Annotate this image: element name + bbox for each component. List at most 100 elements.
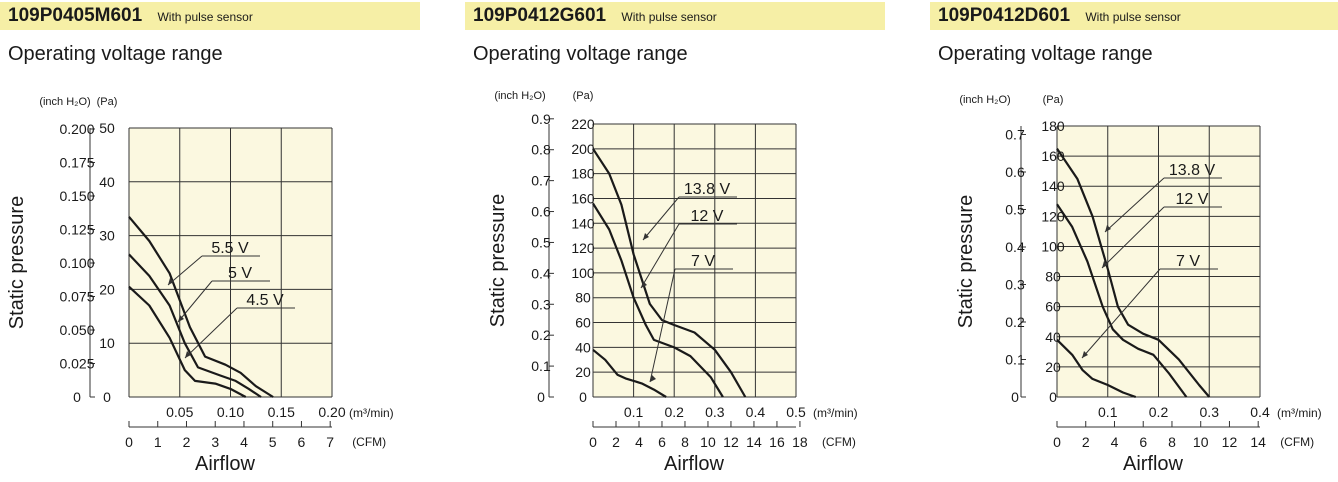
series-leader-line (184, 307, 238, 359)
x-tick-m3: 0.4 (1250, 404, 1270, 420)
y-tick-inch: 0 (1011, 389, 1019, 405)
y-tick-pa: 120 (571, 240, 595, 256)
y-tick-inch: 0.175 (59, 154, 94, 170)
leader-arrowhead (650, 375, 656, 382)
y-tick-pa: 0 (579, 389, 587, 405)
x-tick-cfm: 0 (589, 434, 597, 450)
chart-panel-1: 109P0405M601 With pulse sensor Operating… (0, 0, 425, 482)
series-leader-line (649, 268, 676, 383)
series-leader-line (1101, 206, 1165, 269)
series-leader-line (1081, 268, 1161, 359)
y-tick-pa: 60 (1045, 299, 1061, 315)
series-line (592, 202, 724, 398)
x-tick-cfm: 16 (769, 434, 785, 450)
chart-panel-3: 109P0412D601 With pulse sensor Operating… (930, 0, 1338, 482)
x-tick-m3: 0.3 (1200, 404, 1220, 420)
x-tick-cfm: 4 (1111, 434, 1119, 450)
y-tick-pa: 160 (571, 190, 595, 206)
y-unit-pa: (Pa) (1043, 94, 1064, 106)
series-leader-line (1104, 177, 1165, 233)
y-tick-inch: 0.9 (531, 111, 551, 127)
sensor-note: With pulse sensor (621, 10, 717, 24)
x-tick-cfm: 6 (658, 434, 666, 450)
x-tick-m3: 0.5 (786, 404, 806, 420)
y-unit-inch: (inch H₂O) (959, 94, 1010, 106)
y-tick-pa: 180 (1041, 118, 1065, 134)
series-label: 13.8 V (684, 181, 731, 198)
x-tick-cfm: 1 (154, 434, 162, 450)
x-tick-cfm: 14 (746, 434, 762, 450)
model-title: 109P0412G601 With pulse sensor (473, 5, 717, 27)
chart-subtitle: Operating voltage range (938, 43, 1153, 65)
y-tick-inch: 0.8 (531, 142, 551, 158)
y-tick-pa: 80 (1045, 269, 1061, 285)
x-tick-cfm: 5 (269, 434, 277, 450)
x-tick-cfm: 6 (1139, 434, 1147, 450)
y-tick-pa: 10 (99, 335, 115, 351)
x-tick-cfm: 3 (211, 434, 219, 450)
leader-arrowhead (1105, 225, 1111, 232)
y-tick-pa: 20 (1045, 359, 1061, 375)
x-tick-cfm: 18 (792, 434, 808, 450)
x-unit-cfm: (CFM) (822, 435, 856, 449)
series-label: 7 V (1176, 253, 1200, 270)
series-line (592, 148, 747, 398)
y-tick-inch: 0.6 (531, 204, 551, 220)
leader-arrowhead (1102, 261, 1108, 268)
leader-arrowhead (168, 278, 174, 285)
y-tick-inch: 0.075 (59, 288, 94, 304)
x-tick-cfm: 10 (1193, 434, 1209, 450)
y-tick-inch: 0 (537, 389, 545, 405)
x-tick-m3: 0.2 (1149, 404, 1169, 420)
y-axis-title: Static pressure (955, 195, 977, 328)
y-tick-pa: 20 (99, 281, 115, 297)
y-unit-inch: (inch H₂O) (39, 96, 90, 108)
model-title: 109P0405M601 With pulse sensor (8, 5, 253, 27)
y-tick-pa: 180 (571, 166, 595, 182)
model-number: 109P0412D601 (938, 5, 1071, 26)
series-leader-line (177, 280, 213, 323)
series-line (1056, 203, 1188, 398)
chart-subtitle: Operating voltage range (473, 43, 688, 65)
y-tick-inch: 0.1 (1005, 351, 1025, 367)
x-tick-m3: 0.20 (318, 404, 345, 420)
y-tick-inch: 0.3 (531, 296, 551, 312)
series-line (128, 285, 247, 398)
x-tick-cfm: 14 (1250, 434, 1266, 450)
x-unit-cfm: (CFM) (1280, 435, 1314, 449)
series-label: 12 V (1176, 191, 1209, 208)
y-tick-pa: 50 (99, 120, 115, 136)
sensor-note: With pulse sensor (157, 10, 253, 24)
y-axis-title: Static pressure (6, 196, 28, 329)
plot-area (593, 124, 796, 397)
y-tick-pa: 220 (571, 116, 595, 132)
y-unit-pa: (Pa) (573, 90, 594, 102)
x-tick-cfm: 8 (1168, 434, 1176, 450)
x-tick-m3: 0.2 (664, 404, 684, 420)
y-tick-pa: 140 (1041, 178, 1065, 194)
y-tick-pa: 120 (1041, 208, 1065, 224)
sensor-note: With pulse sensor (1085, 10, 1181, 24)
y-tick-inch: 0.5 (1005, 201, 1025, 217)
series-line (1056, 147, 1211, 398)
y-tick-pa: 100 (1041, 238, 1065, 254)
y-tick-inch: 0 (73, 389, 81, 405)
x-tick-cfm: 12 (1222, 434, 1238, 450)
x-tick-cfm: 10 (700, 434, 716, 450)
y-axis-title: Static pressure (487, 194, 509, 327)
y-tick-inch: 0.1 (531, 358, 551, 374)
x-tick-cfm: 7 (326, 434, 334, 450)
model-number: 109P0405M601 (8, 5, 143, 26)
model-header (0, 2, 420, 30)
chart-subtitle: Operating voltage range (8, 43, 223, 65)
series-line (1056, 339, 1137, 399)
x-tick-m3: 0.15 (268, 404, 295, 420)
x-tick-m3: 0.1 (1098, 404, 1118, 420)
series-leader-line (640, 223, 680, 289)
y-tick-inch: 0.2 (1005, 314, 1025, 330)
y-tick-pa: 80 (575, 290, 591, 306)
series-label: 5.5 V (211, 240, 249, 257)
series-leader-line (167, 255, 203, 286)
